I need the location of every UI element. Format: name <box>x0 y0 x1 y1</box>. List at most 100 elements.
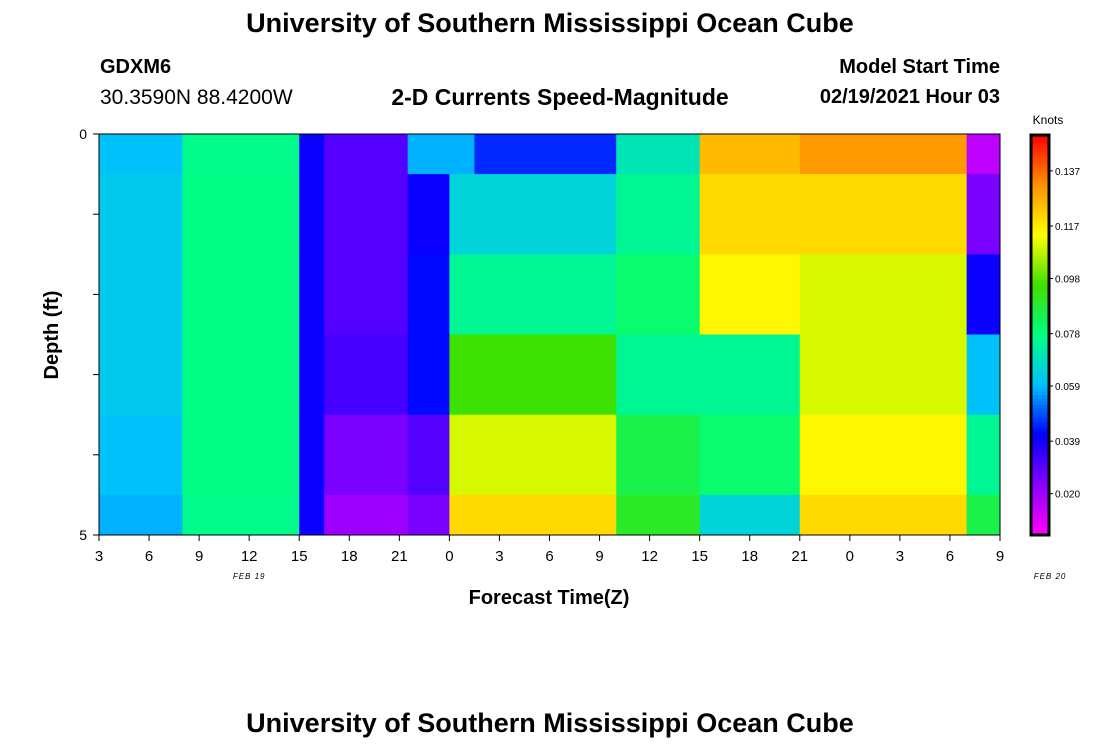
colorbar-swatch <box>1031 311 1049 316</box>
colorbar-swatch <box>1031 468 1049 473</box>
colorbar-swatch <box>1031 161 1049 166</box>
colorbar-swatch <box>1031 398 1049 403</box>
colorbar-swatch <box>1031 271 1049 276</box>
colorbar: Knots 0.137 0.117 0.098 0.078 0.059 0.039 0.020 <box>1029 113 1080 537</box>
colorbar-swatch <box>1031 201 1049 206</box>
heatmap-cell <box>616 134 701 175</box>
x-tick-label: 6 <box>145 548 153 565</box>
colorbar-swatch <box>1031 518 1049 523</box>
heatmap-cell <box>99 134 183 175</box>
heatmap-cell <box>407 134 475 175</box>
x-tick-label: 21 <box>791 548 808 565</box>
heatmap-cell <box>699 134 801 175</box>
x-axis-label: Forecast Time(Z) <box>469 587 630 609</box>
colorbar-swatch <box>1031 458 1049 463</box>
colorbar-swatch <box>1031 465 1049 469</box>
heatmap-cell <box>99 334 183 416</box>
x-tick-label: 12 <box>641 548 658 565</box>
colorbar-swatch <box>1031 328 1049 333</box>
colorbar-tick-label: 0.059 <box>1055 382 1080 393</box>
colorbar-swatch <box>1031 138 1049 143</box>
heatmap-cell <box>299 174 325 255</box>
heatmap-cell <box>182 134 300 175</box>
colorbar-swatch <box>1031 451 1049 456</box>
colorbar-swatch <box>1031 231 1049 236</box>
colorbar-swatch <box>1031 491 1049 496</box>
colorbar-swatch <box>1031 348 1049 353</box>
heatmap-cell <box>99 494 183 536</box>
colorbar-swatch <box>1031 508 1049 513</box>
heatmap-cell <box>616 174 701 255</box>
colorbar-swatch <box>1031 315 1049 319</box>
heatmap-cell <box>324 254 409 335</box>
colorbar-swatch <box>1031 218 1049 223</box>
x-tick-label: 15 <box>291 548 308 565</box>
heatmap-cell <box>299 494 325 536</box>
x-tick-label: 15 <box>691 548 708 565</box>
heatmap-cell <box>966 134 1001 175</box>
colorbar-swatch <box>1031 248 1049 253</box>
colorbar-swatch <box>1031 381 1049 386</box>
heatmap-cell <box>182 254 300 335</box>
x-tick-label: 12 <box>241 548 258 565</box>
colorbar-swatch <box>1031 341 1049 346</box>
colorbar-swatch <box>1031 285 1049 289</box>
heatmap-cell <box>449 494 617 536</box>
colorbar-swatch <box>1031 295 1049 299</box>
heatmap-cell <box>449 414 617 496</box>
colorbar-swatch <box>1031 168 1049 173</box>
station-id: GDXM6 <box>100 56 172 78</box>
heatmap-cell <box>474 134 617 175</box>
colorbar-swatch <box>1031 181 1049 186</box>
colorbar-swatch <box>1031 365 1049 369</box>
colorbar-swatch <box>1031 291 1049 296</box>
heatmap-cell <box>699 334 801 416</box>
colorbar-swatch <box>1031 221 1049 226</box>
x-tick-label: 0 <box>445 548 453 565</box>
heatmap-cell <box>99 174 183 255</box>
colorbar-swatch <box>1031 501 1049 506</box>
heatmap-cell <box>799 494 968 536</box>
heatmap-cell <box>966 254 1001 335</box>
heatmap-cell <box>182 334 300 416</box>
colorbar-swatch <box>1031 331 1049 336</box>
colorbar-swatch <box>1031 358 1049 363</box>
heatmap-cell <box>616 334 701 416</box>
colorbar-swatch <box>1031 185 1049 189</box>
colorbar-swatch <box>1031 145 1049 149</box>
colorbar-swatch <box>1031 345 1049 349</box>
heatmap-cell <box>182 494 300 536</box>
heatmap-cell <box>324 494 409 536</box>
heatmap-cell <box>799 174 968 255</box>
heatmap-cell <box>799 414 968 496</box>
colorbar-swatch <box>1031 278 1049 283</box>
y-tick-label: 0 <box>79 126 87 142</box>
heatmap-cell <box>182 174 300 255</box>
colorbar-swatch <box>1031 321 1049 326</box>
colorbar-tick-label: 0.078 <box>1055 330 1080 341</box>
colorbar-swatch <box>1031 421 1049 426</box>
colorbar-swatch <box>1031 485 1049 489</box>
colorbar-swatch <box>1031 371 1049 376</box>
colorbar-tick-label: 0.098 <box>1055 274 1080 285</box>
colorbar-tick-label: 0.137 <box>1055 167 1080 178</box>
colorbar-swatch <box>1031 165 1049 169</box>
chart-title: 2-D Currents Speed-Magnitude <box>391 84 729 110</box>
colorbar-swatch <box>1031 235 1049 239</box>
colorbar-swatch <box>1031 425 1049 429</box>
model-start-label: Model Start Time <box>839 56 1000 78</box>
x-tick-label: 3 <box>896 548 904 565</box>
model-start-value: 02/19/2021 Hour 03 <box>819 86 1000 108</box>
colorbar-swatch <box>1031 205 1049 209</box>
heatmap-cell <box>407 174 450 255</box>
colorbar-swatch <box>1031 175 1049 179</box>
colorbar-swatch <box>1031 495 1049 499</box>
x-tick-label: 3 <box>495 548 503 565</box>
heatmap-cells <box>99 134 1001 536</box>
x-tick-label: 18 <box>341 548 358 565</box>
colorbar-swatch <box>1031 471 1049 476</box>
colorbar-swatch <box>1031 171 1049 176</box>
colorbar-swatch <box>1031 455 1049 459</box>
